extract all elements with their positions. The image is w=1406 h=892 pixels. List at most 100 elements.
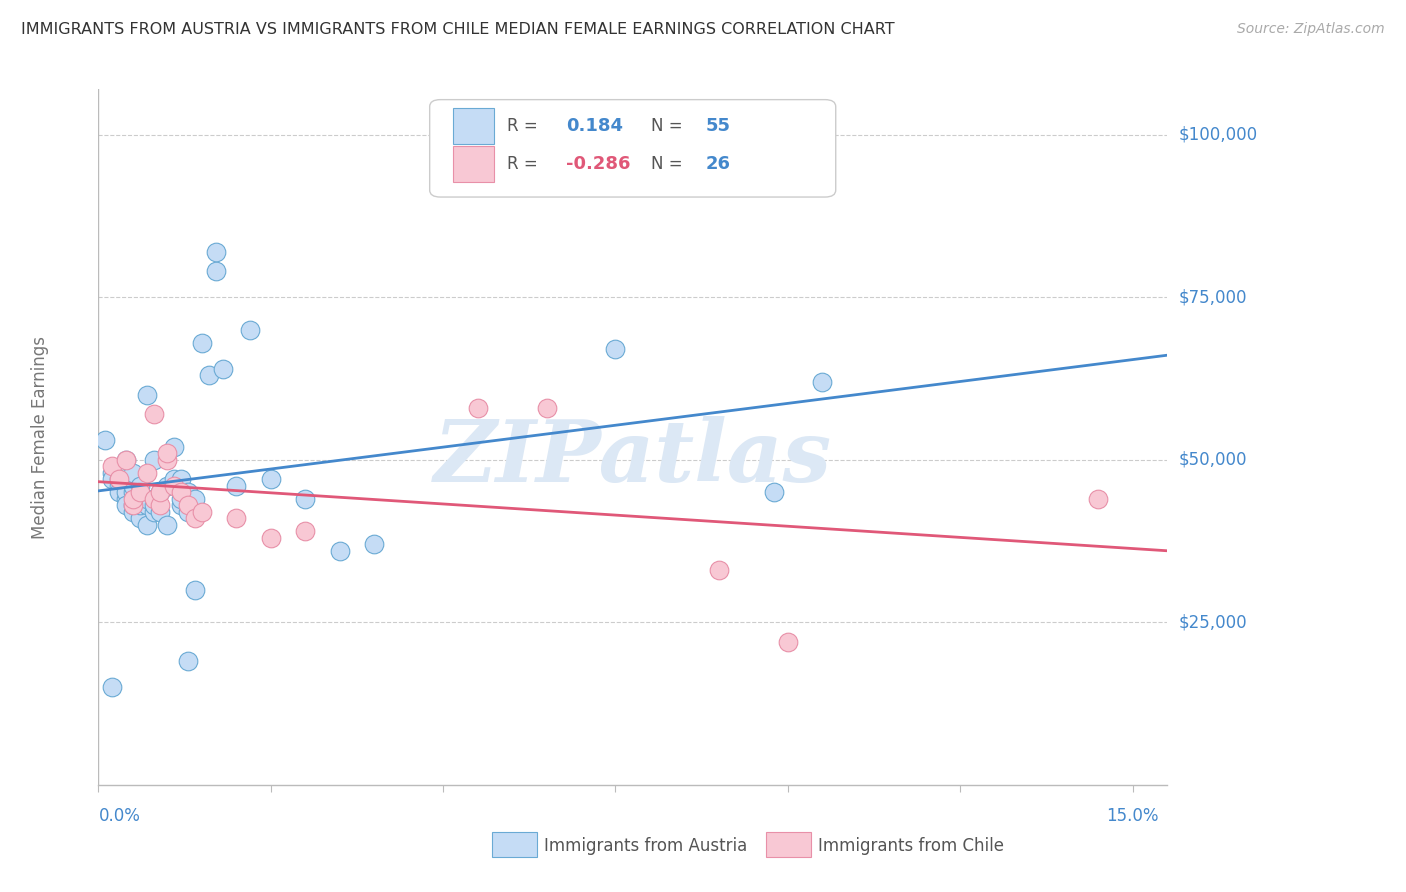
Point xyxy=(170,472,193,486)
Point xyxy=(142,407,165,421)
Point xyxy=(170,491,193,506)
Point xyxy=(211,361,233,376)
Point xyxy=(156,517,179,532)
Point xyxy=(184,511,207,525)
Point xyxy=(128,485,150,500)
Point xyxy=(149,485,172,500)
Point xyxy=(605,343,627,357)
Text: 0.0%: 0.0% xyxy=(98,807,141,825)
Point xyxy=(329,544,352,558)
Point xyxy=(108,472,131,486)
Point xyxy=(776,635,799,649)
Point xyxy=(204,244,226,259)
Point xyxy=(122,479,145,493)
Point xyxy=(122,499,145,513)
Text: $50,000: $50,000 xyxy=(1178,450,1247,469)
Point xyxy=(1087,491,1109,506)
Point xyxy=(149,499,172,513)
Text: R =: R = xyxy=(506,117,543,135)
Point xyxy=(184,491,207,506)
Point xyxy=(115,499,138,513)
Point xyxy=(260,472,283,486)
Point xyxy=(135,517,157,532)
Point xyxy=(225,479,247,493)
Text: N =: N = xyxy=(651,154,688,173)
Text: Median Female Earnings: Median Female Earnings xyxy=(31,335,49,539)
Text: 55: 55 xyxy=(706,117,730,135)
Point xyxy=(294,491,316,506)
Point xyxy=(122,466,145,480)
Point xyxy=(184,582,207,597)
Point xyxy=(163,440,186,454)
Point xyxy=(163,479,186,493)
Bar xyxy=(453,108,494,145)
Point xyxy=(115,485,138,500)
Point xyxy=(239,323,262,337)
Point xyxy=(225,511,247,525)
Text: 15.0%: 15.0% xyxy=(1107,807,1159,825)
Point xyxy=(108,485,131,500)
Point xyxy=(122,485,145,500)
Point xyxy=(142,491,165,506)
Text: $100,000: $100,000 xyxy=(1178,126,1257,144)
Point xyxy=(363,537,385,551)
Point xyxy=(108,479,131,493)
Point xyxy=(128,479,150,493)
Point xyxy=(204,264,226,278)
Point xyxy=(101,459,124,474)
Point xyxy=(108,472,131,486)
Point xyxy=(149,505,172,519)
Point xyxy=(163,472,186,486)
Text: 26: 26 xyxy=(706,154,730,173)
Point xyxy=(177,654,200,668)
Point xyxy=(536,401,558,415)
Text: N =: N = xyxy=(651,117,688,135)
Point xyxy=(101,472,124,486)
Text: $25,000: $25,000 xyxy=(1178,614,1247,632)
Point xyxy=(101,681,124,695)
Point xyxy=(94,434,117,448)
Point xyxy=(197,368,219,383)
Point xyxy=(142,499,165,513)
Point xyxy=(135,388,157,402)
FancyBboxPatch shape xyxy=(430,100,835,197)
Point xyxy=(294,524,316,539)
Point xyxy=(177,485,200,500)
Point xyxy=(170,499,193,513)
Point xyxy=(101,466,124,480)
Point xyxy=(135,491,157,506)
Point xyxy=(115,491,138,506)
Point xyxy=(115,453,138,467)
Point xyxy=(170,485,193,500)
Point xyxy=(149,485,172,500)
Point xyxy=(763,485,786,500)
Text: ZIPatlas: ZIPatlas xyxy=(433,417,832,500)
Point xyxy=(177,505,200,519)
Point xyxy=(115,453,138,467)
Point xyxy=(156,453,179,467)
Point xyxy=(142,453,165,467)
Point xyxy=(707,563,730,577)
Point xyxy=(128,491,150,506)
Point xyxy=(122,491,145,506)
Text: $75,000: $75,000 xyxy=(1178,288,1247,306)
Text: Immigrants from Chile: Immigrants from Chile xyxy=(818,837,1004,855)
Point xyxy=(135,466,157,480)
Point xyxy=(260,531,283,545)
Text: 0.184: 0.184 xyxy=(567,117,623,135)
Text: R =: R = xyxy=(506,154,543,173)
Point xyxy=(142,505,165,519)
Point xyxy=(177,499,200,513)
Point xyxy=(122,499,145,513)
Point xyxy=(191,335,214,350)
Point xyxy=(811,375,834,389)
Point xyxy=(128,499,150,513)
Bar xyxy=(453,145,494,182)
Point xyxy=(467,401,489,415)
Text: Source: ZipAtlas.com: Source: ZipAtlas.com xyxy=(1237,22,1385,37)
Text: Immigrants from Austria: Immigrants from Austria xyxy=(544,837,748,855)
Text: IMMIGRANTS FROM AUSTRIA VS IMMIGRANTS FROM CHILE MEDIAN FEMALE EARNINGS CORRELAT: IMMIGRANTS FROM AUSTRIA VS IMMIGRANTS FR… xyxy=(21,22,894,37)
Text: -0.286: -0.286 xyxy=(567,154,631,173)
Point xyxy=(156,479,179,493)
Point xyxy=(128,511,150,525)
